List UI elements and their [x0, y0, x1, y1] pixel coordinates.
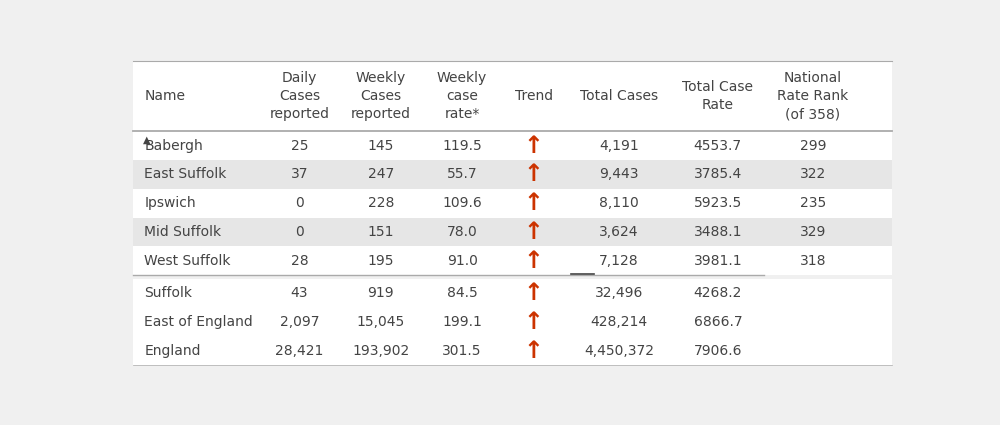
Bar [133, 131, 892, 160]
Text: 119.5: 119.5 [442, 139, 482, 153]
Text: ↑: ↑ [524, 339, 544, 363]
Text: 78.0: 78.0 [447, 225, 478, 239]
Text: 3,624: 3,624 [599, 225, 639, 239]
Text: Suffolk: Suffolk [144, 286, 192, 300]
Bar [133, 218, 892, 246]
Text: 7906.6: 7906.6 [694, 344, 742, 358]
Text: Weekly
Cases
reported: Weekly Cases reported [351, 71, 411, 122]
Text: 199.1: 199.1 [442, 315, 482, 329]
Text: 2,097: 2,097 [280, 315, 319, 329]
Bar [133, 160, 892, 189]
Text: Total Case
Rate: Total Case Rate [682, 80, 753, 112]
Text: 151: 151 [368, 225, 394, 239]
Text: Trend: Trend [515, 89, 553, 103]
Text: 228: 228 [368, 196, 394, 210]
Text: East Suffolk: East Suffolk [144, 167, 227, 181]
Text: 6866.7: 6866.7 [694, 315, 742, 329]
Text: ↑: ↑ [524, 191, 544, 215]
Text: Babergh: Babergh [144, 139, 203, 153]
Text: 329: 329 [800, 225, 826, 239]
Text: 28,421: 28,421 [275, 344, 324, 358]
Text: 28: 28 [291, 254, 308, 268]
Text: 37: 37 [291, 167, 308, 181]
Text: 428,214: 428,214 [590, 315, 648, 329]
Text: Ipswich: Ipswich [144, 196, 196, 210]
Text: ↑: ↑ [524, 249, 544, 273]
Text: 919: 919 [367, 286, 394, 300]
Text: 109.6: 109.6 [442, 196, 482, 210]
Text: 4,450,372: 4,450,372 [584, 344, 654, 358]
Text: ↑: ↑ [524, 133, 544, 158]
Text: ↑: ↑ [524, 162, 544, 187]
Text: 235: 235 [800, 196, 826, 210]
Bar [133, 279, 892, 308]
Text: 299: 299 [800, 139, 826, 153]
Text: 91.0: 91.0 [447, 254, 478, 268]
Text: Weekly
case
rate*: Weekly case rate* [437, 71, 487, 122]
Text: 9,443: 9,443 [599, 167, 639, 181]
Text: Daily
Cases
reported: Daily Cases reported [269, 71, 329, 122]
Text: 247: 247 [368, 167, 394, 181]
Text: Mid Suffolk: Mid Suffolk [144, 225, 222, 239]
Text: 84.5: 84.5 [447, 286, 478, 300]
Bar [133, 246, 892, 275]
Text: Name: Name [144, 89, 185, 103]
Text: 0: 0 [295, 196, 304, 210]
Text: 7,128: 7,128 [599, 254, 639, 268]
Text: 322: 322 [800, 167, 826, 181]
Text: ▲: ▲ [143, 134, 150, 145]
Text: 318: 318 [800, 254, 826, 268]
Text: 3785.4: 3785.4 [694, 167, 742, 181]
Text: 5923.5: 5923.5 [694, 196, 742, 210]
Text: 301.5: 301.5 [442, 344, 482, 358]
Text: 4553.7: 4553.7 [694, 139, 742, 153]
Text: 43: 43 [291, 286, 308, 300]
Text: 0: 0 [295, 225, 304, 239]
Text: ↑: ↑ [524, 281, 544, 306]
Text: 32,496: 32,496 [595, 286, 643, 300]
Text: 4268.2: 4268.2 [694, 286, 742, 300]
Bar [133, 189, 892, 218]
Text: 15,045: 15,045 [357, 315, 405, 329]
Text: 3981.1: 3981.1 [694, 254, 742, 268]
Text: 4,191: 4,191 [599, 139, 639, 153]
Text: East of England: East of England [144, 315, 253, 329]
Text: West Suffolk: West Suffolk [144, 254, 231, 268]
Bar [133, 61, 892, 131]
Text: 25: 25 [291, 139, 308, 153]
Text: Total Cases: Total Cases [580, 89, 658, 103]
Text: 3488.1: 3488.1 [694, 225, 742, 239]
Text: 8,110: 8,110 [599, 196, 639, 210]
Text: ↑: ↑ [524, 220, 544, 244]
Text: 193,902: 193,902 [352, 344, 409, 358]
Text: National
Rate Rank
(of 358): National Rate Rank (of 358) [777, 71, 848, 122]
Bar [133, 308, 892, 337]
Bar [133, 337, 892, 366]
Text: 145: 145 [368, 139, 394, 153]
Text: 195: 195 [368, 254, 394, 268]
Text: England: England [144, 344, 201, 358]
Text: 55.7: 55.7 [447, 167, 477, 181]
Text: ↑: ↑ [524, 310, 544, 334]
